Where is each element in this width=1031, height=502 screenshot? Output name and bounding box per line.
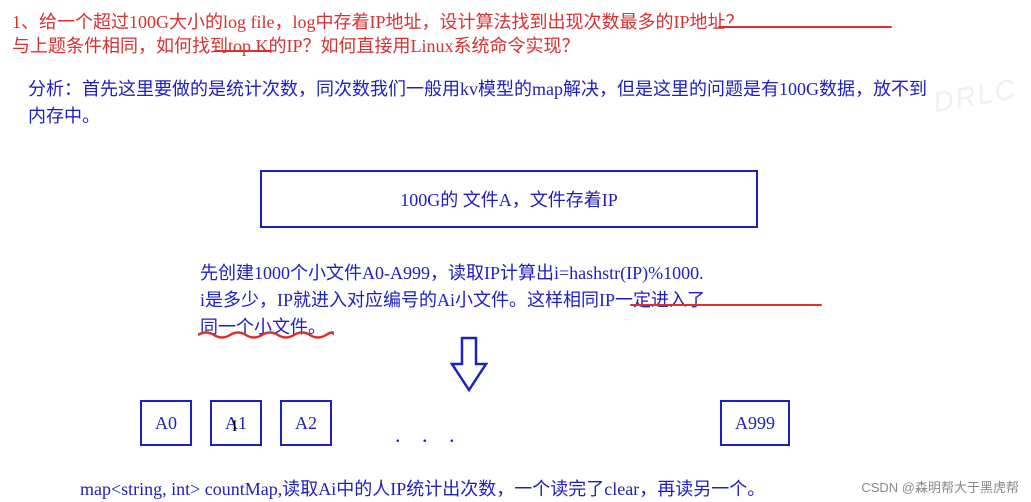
faint-watermark: DRLC <box>931 73 1020 119</box>
file-a-label: 100G的 文件A，文件存着IP <box>400 186 618 212</box>
down-arrow-icon <box>450 336 488 399</box>
underline-3 <box>630 304 822 306</box>
file-label-a2: A2 <box>295 413 317 434</box>
step-description: 先创建1000个小文件A0-A999，读取IP计算出i=hashstr(IP)%… <box>200 260 840 341</box>
file-box-a0: A0 <box>140 400 192 446</box>
underline-1 <box>718 26 892 28</box>
underline-2 <box>214 50 272 52</box>
csdn-watermark: CSDN @森明帮大于黑虎帮 <box>861 477 1019 496</box>
map-line: map<string, int> countMap,读取Ai中的人IP统计出次数… <box>80 475 980 501</box>
file-ellipsis: . . . <box>395 422 463 448</box>
file-box-a2: A2 <box>280 400 332 446</box>
file-label-a0: A0 <box>155 413 177 434</box>
underline-wavy <box>198 330 334 336</box>
question-line-1: 1、给一个超过100G大小的log file，log中存着IP地址，设计算法找到… <box>12 8 744 34</box>
file-box-a999: A999 <box>720 400 790 446</box>
analysis-text: 分析：首先这里要做的是统计次数，同次数我们一般用kv模型的map解决，但是这里的… <box>28 76 928 130</box>
step-line-2: i是多少，IP就进入对应编号的Ai小文件。这样相同IP一定进入了 <box>200 287 840 314</box>
text-cursor-icon: I <box>232 418 237 436</box>
step-line-1: 先创建1000个小文件A0-A999，读取IP计算出i=hashstr(IP)%… <box>200 260 840 287</box>
file-label-a999: A999 <box>735 413 775 434</box>
question-line-2: 与上题条件相同，如何找到top K的IP？如何直接用Linux系统命令实现？ <box>12 32 580 58</box>
file-a-box: 100G的 文件A，文件存着IP <box>260 170 758 228</box>
